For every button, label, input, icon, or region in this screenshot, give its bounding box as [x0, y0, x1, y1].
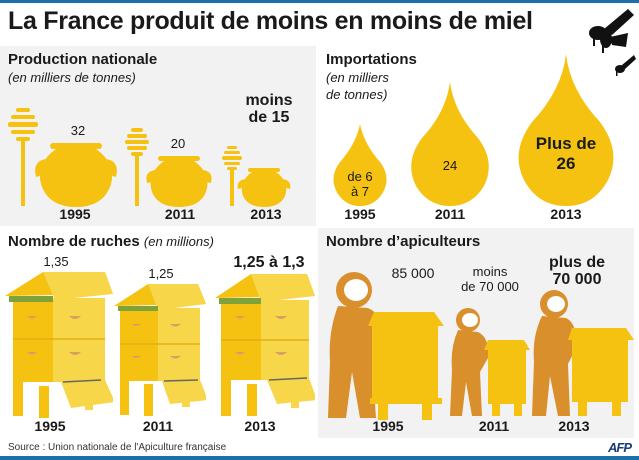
beehive-icon [114, 284, 206, 416]
hives-heading: Nombre de ruches (en millions) [8, 233, 214, 250]
production-value-2013: moins de 15 [245, 92, 293, 126]
bee-icon [589, 9, 636, 76]
production-year-2013: 2013 [250, 206, 282, 222]
honey-dipper-icon [8, 108, 38, 206]
imports-value-1995: de 6 à 7 [347, 169, 373, 199]
beekeepers-year-2011: 2011 [478, 418, 510, 434]
imports-heading: Importations [326, 51, 417, 68]
production-heading: Production nationale [8, 51, 158, 68]
beehive-icon [368, 312, 444, 420]
hives-value-2013: 1,25 à 1,3 [233, 254, 305, 271]
hives-year-1995: 1995 [34, 418, 66, 434]
bottom-accent-bar [0, 456, 639, 460]
honey-pot-icon [237, 168, 291, 207]
imports-unit: (en milliers de tonnes) [326, 70, 389, 102]
imports-value-2013: Plus de 26 [535, 134, 597, 173]
beekeepers-value-2011: moins de 70 000 [461, 264, 519, 294]
honey-drop-icon [411, 82, 489, 206]
beekeepers-year-2013: 2013 [558, 418, 590, 434]
beekeepers-year-1995: 1995 [372, 418, 404, 434]
beekeepers-value-2013: plus de 70 000 [548, 254, 605, 288]
page-title: La France produit de moins en moins de m… [8, 7, 533, 35]
imports-value-2011: 24 [442, 158, 458, 173]
imports-year-2011: 2011 [434, 206, 466, 222]
source-note: Source : Union nationale de l'Apiculture… [8, 442, 227, 453]
production-year-2011: 2011 [164, 206, 196, 222]
honey-dipper-icon [125, 128, 149, 206]
honey-drop-icon [518, 54, 614, 206]
production-value-2011: 20 [170, 136, 186, 151]
afp-logo: AFP [608, 440, 632, 455]
top-accent-bar [0, 0, 639, 3]
hives-year-2011: 2011 [142, 418, 174, 434]
hives-value-2011: 1,25 [148, 266, 174, 281]
beekeeper-icon [450, 308, 530, 416]
production-unit: (en milliers de tonnes) [8, 70, 136, 85]
imports-year-1995: 1995 [344, 206, 376, 222]
production-panel: Production nationale (en milliers de ton… [0, 46, 316, 226]
honey-dipper-icon [222, 146, 242, 206]
hives-year-2013: 2013 [244, 418, 276, 434]
beehive-icon [215, 274, 315, 416]
beekeepers-value-1995: 85 000 [391, 265, 435, 281]
honey-pot-icon [146, 156, 212, 207]
beekeepers-panel: Nombre d’apiculteurs 85 000 1995 moins d… [318, 228, 634, 438]
imports-panel: Importations (en milliers de tonnes) de … [318, 46, 639, 226]
imports-year-2013: 2013 [550, 206, 582, 222]
honey-pot-icon [35, 143, 117, 207]
beehive-icon [5, 272, 113, 418]
beekeeper-icon [532, 290, 634, 416]
production-value-1995: 32 [70, 123, 86, 138]
hives-panel: Nombre de ruches (en millions) 1,35 1995… [0, 228, 316, 438]
production-year-1995: 1995 [59, 206, 91, 222]
hives-value-1995: 1,35 [43, 254, 69, 269]
honey-drop-icon [333, 124, 387, 206]
beekeepers-heading: Nombre d’apiculteurs [326, 233, 481, 250]
